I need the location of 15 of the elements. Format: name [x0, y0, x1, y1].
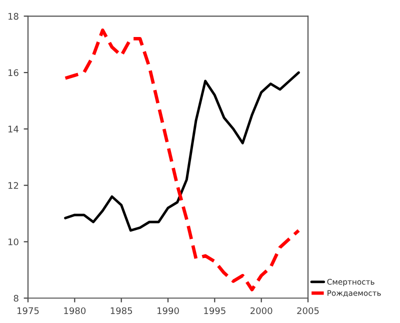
y-tick-label: 12 — [8, 182, 18, 189]
y-tick-label: 10 — [8, 238, 18, 246]
y-tick-label: 14 — [8, 126, 18, 132]
x-tick-label: 2000 — [250, 307, 272, 314]
line-series — [64, 28, 300, 292]
y-tick-label: 16 — [8, 69, 18, 76]
x-tick-label: 1985 — [110, 307, 132, 314]
line-series — [64, 71, 300, 232]
y-tick-label: 8 — [14, 294, 18, 302]
x-tick-label: 1990 — [158, 307, 179, 314]
x-tick-label: 1975 — [18, 307, 39, 314]
y-tick-label: 18 — [8, 12, 18, 20]
x-tick-label: 1995 — [204, 307, 226, 314]
x-tick-label: 2005 — [297, 307, 319, 314]
x-tick-label: 1980 — [64, 307, 86, 314]
